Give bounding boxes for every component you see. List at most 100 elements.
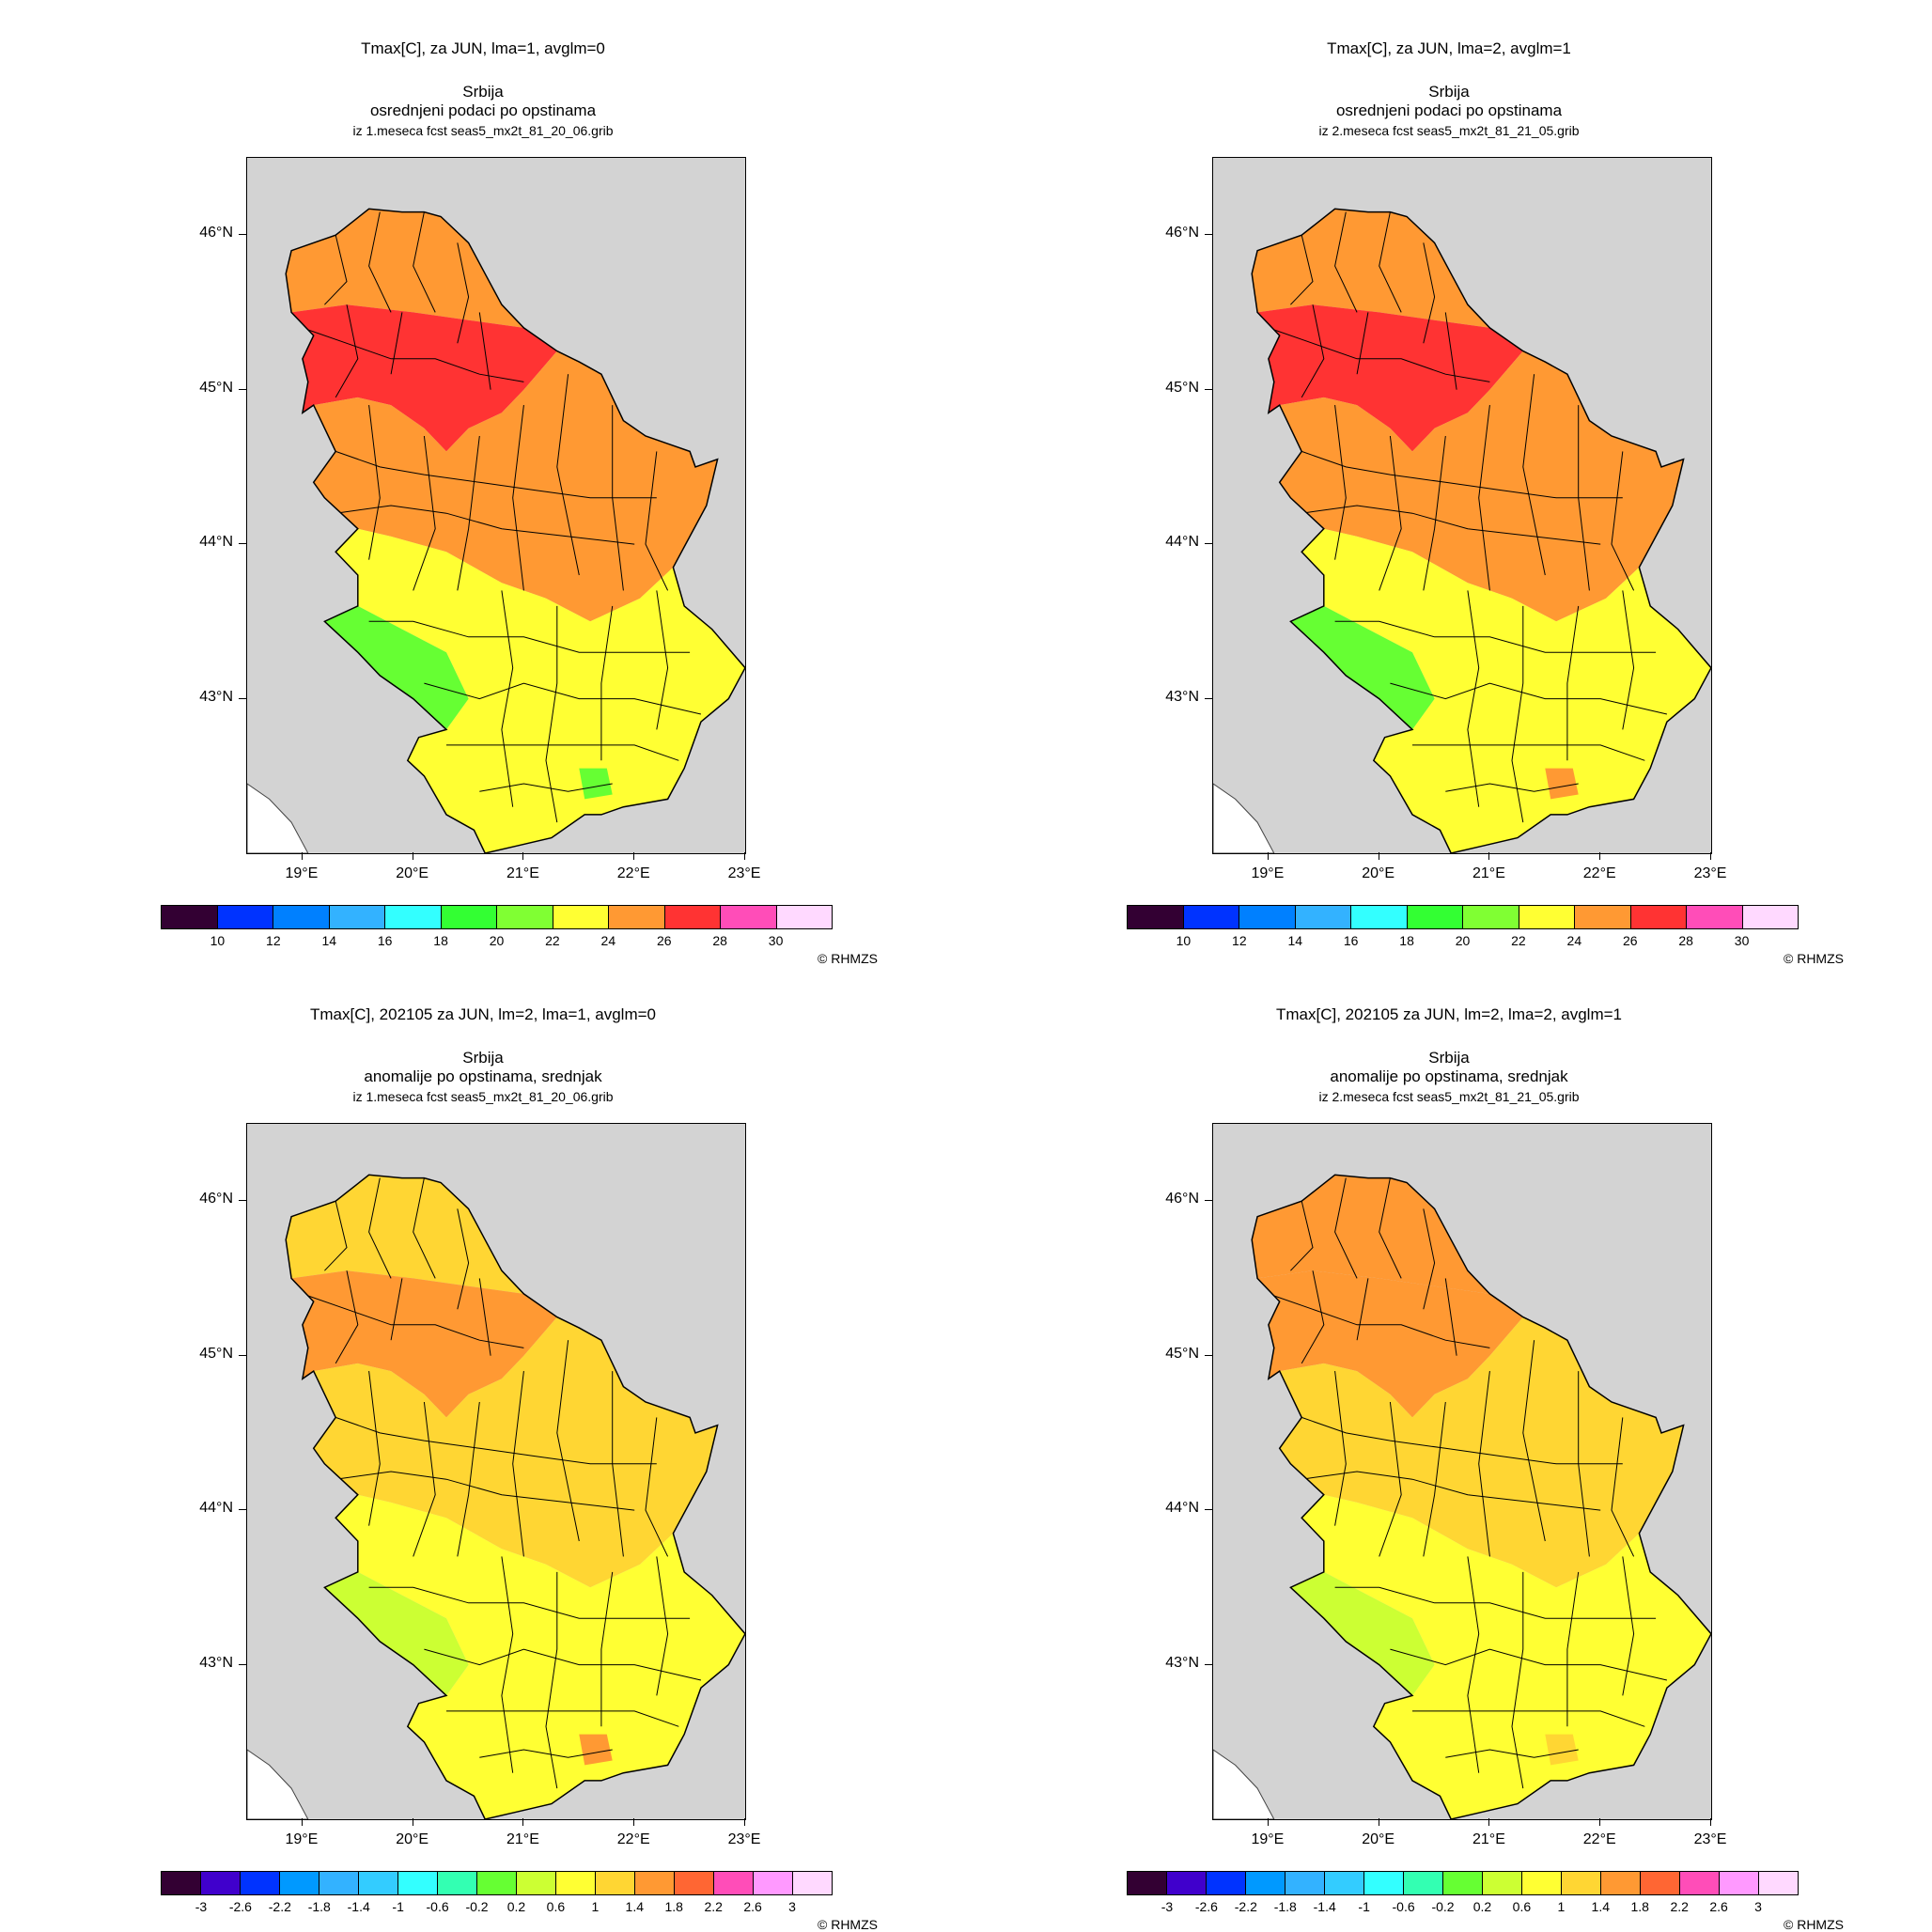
municipality-border <box>446 1710 679 1727</box>
lon-tick <box>633 1818 635 1826</box>
municipality-border <box>1412 744 1645 761</box>
colorbar-swatch <box>1720 1872 1759 1894</box>
lat-label: 45°N <box>199 379 233 396</box>
region-core <box>1257 1270 1523 1418</box>
colorbar-label: 10 <box>1176 933 1192 948</box>
lon-label: 21°E <box>506 865 539 881</box>
colorbar-swatch <box>1443 1872 1483 1894</box>
lat-label: 43°N <box>199 1654 233 1671</box>
lon-label: 19°E <box>285 865 319 881</box>
lat-tick <box>1205 234 1212 236</box>
region-mid <box>1279 351 1684 622</box>
region-sw <box>324 1571 469 1696</box>
colorbar-label: 12 <box>266 933 281 948</box>
credit-text: © RHMZS <box>818 951 878 966</box>
colorbar-label: 14 <box>321 933 337 948</box>
lon-tick <box>522 1818 524 1826</box>
lon-label: 21°E <box>506 1831 539 1847</box>
region-core <box>291 1270 557 1418</box>
municipality-border <box>600 605 614 761</box>
municipality-border <box>1467 1556 1480 1773</box>
lat-label: 46°N <box>1165 1191 1199 1208</box>
country-outline <box>285 208 745 853</box>
colorbar-label: 2.6 <box>1709 1899 1728 1914</box>
colorbar-swatch <box>1364 1872 1404 1894</box>
region-north <box>1252 209 1490 328</box>
panel-subtitle: osrednjeni podaci po opstinama <box>1335 101 1563 119</box>
credit-text: © RHMZS <box>1784 1917 1844 1932</box>
municipality-border <box>600 1571 614 1727</box>
colorbar-label: 3 <box>788 1899 796 1914</box>
lon-label: 23°E <box>727 865 761 881</box>
colorbar-swatch <box>664 906 721 928</box>
lat-label: 44°N <box>199 1500 233 1517</box>
municipality-border <box>501 590 514 807</box>
colorbar-label: 20 <box>489 933 505 948</box>
colorbar-label: -0.6 <box>1392 1899 1415 1914</box>
colorbar-swatch <box>1742 906 1798 928</box>
lon-tick <box>301 1818 303 1826</box>
municipality-border <box>413 1177 436 1279</box>
lat-tick <box>239 388 246 390</box>
colorbar-label: 14 <box>1287 933 1303 948</box>
lat-label: 46°N <box>199 1191 233 1208</box>
region-pocket <box>579 768 613 800</box>
lat-label: 44°N <box>199 534 233 551</box>
colorbar-label: 26 <box>1622 933 1638 948</box>
municipality-border <box>457 1401 480 1557</box>
colorbar-swatch <box>1128 1872 1167 1894</box>
colorbar-swatch <box>497 906 553 928</box>
municipality-border <box>1334 1371 1347 1526</box>
municipality-border <box>1444 1278 1457 1356</box>
municipality-border <box>368 1586 691 1619</box>
panel-source: iz 1.meseca fcst seas5_mx2t_81_20_06.gri… <box>352 1089 614 1104</box>
municipality-border <box>335 505 635 545</box>
map-panel: Tmax[C], 202105 za JUN, lm=2, lma=2, avg… <box>966 966 1932 1932</box>
municipality-border <box>413 435 436 591</box>
municipality-border <box>1467 590 1480 807</box>
lat-label: 45°N <box>1165 379 1199 396</box>
municipality-border <box>1478 1371 1490 1557</box>
country-outline <box>285 1174 745 1819</box>
municipality-border <box>1522 374 1546 576</box>
municipality-border <box>1511 1571 1524 1789</box>
region-sw <box>1290 1571 1435 1696</box>
colorbar-swatch <box>1325 1872 1364 1894</box>
lon-label: 22°E <box>1582 865 1616 881</box>
region-north <box>286 209 524 328</box>
municipality-border <box>1444 312 1457 390</box>
lat-label: 44°N <box>1165 1500 1199 1517</box>
colorbar-swatch <box>1285 1872 1325 1894</box>
municipality-border <box>1334 211 1358 313</box>
region-core <box>291 304 557 452</box>
region-south <box>1301 1494 1711 1819</box>
municipality-border <box>1268 1293 1490 1348</box>
water-area <box>1213 783 1275 853</box>
colorbar-label: 28 <box>712 933 727 948</box>
lon-tick <box>301 852 303 860</box>
colorbar-swatch <box>635 1872 675 1894</box>
lat-label: 46°N <box>199 225 233 242</box>
municipality-border <box>1611 451 1635 591</box>
panel-subtitle: anomalije po opstinama, srednjak <box>364 1067 602 1085</box>
municipality-border <box>1622 590 1635 730</box>
colorbar-swatch <box>1183 906 1239 928</box>
lon-tick <box>522 852 524 860</box>
municipality-border <box>1334 620 1657 653</box>
municipality-border <box>1423 1401 1446 1557</box>
municipality-border <box>1578 405 1590 591</box>
colorbar-swatch <box>1575 906 1631 928</box>
colorbar-label: -1.4 <box>347 1899 370 1914</box>
colorbar-label: 30 <box>1734 933 1750 948</box>
colorbar-label: -1.8 <box>307 1899 331 1914</box>
municipality-border <box>1379 211 1402 313</box>
colorbar-label: -0.2 <box>1431 1899 1455 1914</box>
municipality-border <box>335 1416 657 1465</box>
colorbar-label: 0.2 <box>506 1899 526 1914</box>
municipality-border <box>1379 435 1402 591</box>
panel-title: Tmax[C], 202105 za JUN, lm=2, lma=1, avg… <box>309 1005 656 1023</box>
colorbar-label: 1.4 <box>1591 1899 1611 1914</box>
municipality-border <box>1334 405 1347 560</box>
lat-label: 46°N <box>1165 225 1199 242</box>
lon-label: 20°E <box>1362 865 1395 881</box>
